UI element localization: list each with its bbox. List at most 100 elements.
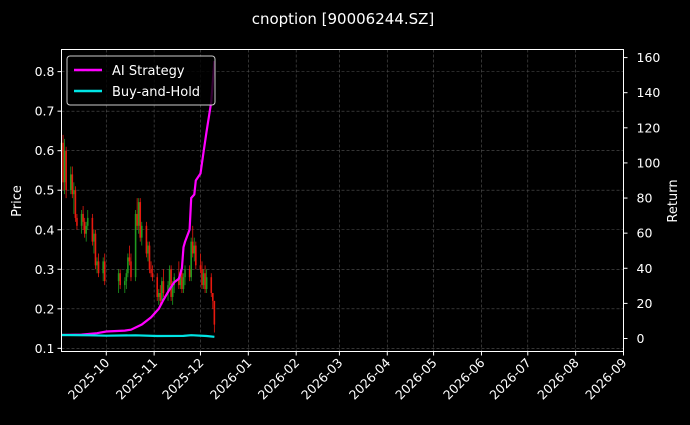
x-tick-label: 2026-08 xyxy=(534,355,582,403)
candle-body xyxy=(171,285,174,297)
legend-box xyxy=(66,55,216,106)
candle-body xyxy=(124,281,126,286)
candle-body xyxy=(69,174,72,191)
x-tick-label: 2026-01 xyxy=(207,355,255,403)
candle-body xyxy=(156,277,159,297)
left-tick-label: 0.6 xyxy=(35,143,55,158)
candle-body xyxy=(170,269,172,297)
candle-body xyxy=(139,202,142,238)
candle-body xyxy=(80,213,83,226)
right-tick-label: 120 xyxy=(637,120,661,135)
chart-title: cnoption [90006244.SZ] xyxy=(252,10,435,28)
candle-body xyxy=(86,217,89,226)
candle-body xyxy=(162,281,165,293)
x-tick-label: 2026-09 xyxy=(582,355,630,403)
candle-body xyxy=(103,261,106,282)
x-tick-label: 2025-10 xyxy=(65,355,113,403)
x-tick-label: 2026-02 xyxy=(255,355,303,403)
candle-body xyxy=(204,273,206,290)
x-tick-label: 2026-07 xyxy=(486,355,534,403)
candle-body xyxy=(181,273,183,290)
right-tick-label: 60 xyxy=(637,226,653,241)
legend-label-buyhold: Buy-and-Hold xyxy=(112,85,200,100)
candle-body xyxy=(161,281,163,301)
candle-body xyxy=(199,265,202,270)
candle-body xyxy=(182,277,185,290)
candle-body xyxy=(190,241,192,278)
candle-body xyxy=(195,245,197,266)
candle-body xyxy=(83,221,86,234)
candle-body xyxy=(74,190,77,218)
candle-body xyxy=(94,233,97,266)
candle-body xyxy=(136,213,138,226)
candle-body xyxy=(147,245,149,254)
right-tick-label: 40 xyxy=(637,261,653,276)
candle-body xyxy=(210,277,213,293)
candle-body xyxy=(148,245,151,270)
candle-body xyxy=(193,245,196,254)
candle-body xyxy=(85,225,88,234)
candle-body xyxy=(205,277,208,290)
candle-body xyxy=(137,202,140,226)
candle-body xyxy=(97,261,100,274)
candle-body xyxy=(179,273,182,286)
plot-frame xyxy=(61,49,624,352)
candle-body xyxy=(151,273,154,278)
candle-body xyxy=(159,292,162,301)
x-tick-label: 2025-11 xyxy=(113,355,161,403)
x-tick-label: 2026-04 xyxy=(346,355,394,403)
x-tick-label: 2026-05 xyxy=(392,355,440,403)
series-lines xyxy=(61,61,216,338)
candle-body xyxy=(71,174,74,195)
candle-body xyxy=(168,269,171,286)
candle-body xyxy=(140,225,143,238)
candle-body xyxy=(128,257,131,262)
candle-body xyxy=(145,225,148,254)
candle-body xyxy=(96,261,98,266)
legend-label-strategy: AI Strategy xyxy=(112,64,185,79)
candle-body xyxy=(167,285,169,293)
right-tick-label: 0 xyxy=(637,331,645,346)
candle-body xyxy=(213,300,216,325)
candle-body xyxy=(93,233,95,242)
candle-body xyxy=(184,269,186,278)
buy-and-hold-line xyxy=(61,333,215,338)
x-tick-label: 2025-12 xyxy=(159,355,207,403)
ai-strategy-line xyxy=(61,61,216,337)
left-tick-label: 0.1 xyxy=(35,341,55,356)
candle-body xyxy=(191,241,194,254)
left-tick-label: 0.3 xyxy=(35,262,55,277)
candle-body xyxy=(130,261,132,278)
candle-body xyxy=(117,273,120,282)
candle-body xyxy=(102,261,104,274)
candle-body xyxy=(157,292,160,297)
x-tick-label: 2026-06 xyxy=(440,355,488,403)
candle-body xyxy=(178,277,180,286)
candle-body xyxy=(125,273,128,282)
candle-body xyxy=(65,150,67,191)
candles xyxy=(60,55,216,333)
x-tick-label: 2026-03 xyxy=(298,355,346,403)
right-tick-label: 160 xyxy=(637,50,661,65)
candle-body xyxy=(201,269,203,286)
candle-body xyxy=(63,150,66,183)
candle-body xyxy=(134,213,137,278)
candle-body xyxy=(82,213,84,222)
right-tick-label: 140 xyxy=(637,85,661,100)
y-axis-left-label: Price xyxy=(10,185,25,217)
candle-body xyxy=(202,273,205,286)
candle-body xyxy=(91,217,94,242)
left-tick-label: 0.8 xyxy=(35,64,55,79)
candle-body xyxy=(188,269,191,278)
right-tick-label: 80 xyxy=(637,191,653,206)
candle-body xyxy=(73,190,75,195)
left-tick-label: 0.5 xyxy=(35,183,55,198)
candle-body xyxy=(212,292,214,301)
candle-body xyxy=(62,142,64,183)
right-tick-label: 100 xyxy=(637,155,661,170)
candle-body xyxy=(127,257,129,274)
left-tick-label: 0.7 xyxy=(35,104,55,119)
left-tick-label: 0.4 xyxy=(35,222,55,237)
candle-body xyxy=(76,217,78,226)
